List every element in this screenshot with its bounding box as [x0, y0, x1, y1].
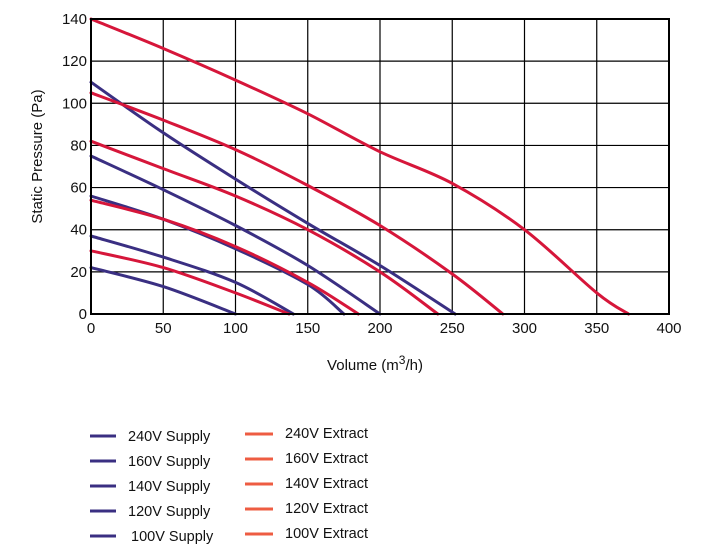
legend-label-extract: 120V Extract	[285, 501, 368, 517]
x-axis-title-prefix: Volume (m	[327, 357, 399, 374]
series-line-140v-extract	[89, 139, 440, 316]
legend-label-supply: 100V Supply	[131, 529, 214, 545]
legend-label-extract: 100V Extract	[285, 526, 368, 542]
series-line-160v-supply	[89, 154, 382, 316]
y-tick-label: 40	[70, 222, 87, 239]
legend-label-extract: 140V Extract	[285, 476, 368, 492]
series-line-120v-extract	[89, 198, 360, 316]
x-axis-title-suffix: /h)	[405, 357, 423, 374]
x-tick-label: 350	[584, 320, 609, 337]
grid	[90, 18, 670, 315]
series-line-140v-supply	[89, 194, 346, 316]
y-tick-labels: 0 20 40 60 80 100 120 140	[62, 11, 87, 323]
legend-label-extract: 160V Extract	[285, 451, 368, 467]
legend-label-supply: 140V Supply	[128, 479, 211, 495]
y-axis-title: Static Pressure (Pa)	[29, 89, 46, 223]
y-tick-label: 60	[70, 180, 87, 197]
series-line-240v-extract	[89, 17, 630, 316]
legend-label-extract: 240V Extract	[285, 426, 368, 442]
x-tick-label: 200	[367, 320, 392, 337]
x-tick-label: 300	[512, 320, 537, 337]
y-tick-label: 80	[70, 137, 87, 154]
series-layer	[89, 17, 630, 316]
series-line-160v-extract	[89, 91, 505, 316]
series-line-100v-supply	[89, 266, 237, 316]
x-axis-title: Volume (m3/h)	[327, 353, 423, 374]
series-line-240v-supply	[89, 80, 457, 316]
x-tick-label: 100	[223, 320, 248, 337]
x-tick-label: 250	[440, 320, 465, 337]
y-tick-label: 0	[79, 306, 87, 323]
series-line-120v-supply	[89, 234, 295, 316]
plot-frame	[90, 18, 670, 315]
x-tick-label: 50	[155, 320, 172, 337]
legend-label-supply: 240V Supply	[128, 429, 211, 445]
y-tick-label: 20	[70, 264, 87, 281]
y-tick-label: 100	[62, 95, 87, 112]
x-tick-label: 400	[656, 320, 681, 337]
legend-label-supply: 120V Supply	[128, 504, 211, 520]
legend-label-supply: 160V Supply	[128, 454, 211, 470]
legend: 240V Supply 160V Supply 140V Supply 120V Su…	[90, 426, 368, 545]
x-tick-label: 0	[87, 320, 95, 337]
x-axis-title-superscript: 3	[399, 353, 406, 367]
x-tick-label: 150	[295, 320, 320, 337]
x-tick-labels: 0 50 100 150 200 250 300 350 400	[87, 320, 682, 337]
y-tick-label: 140	[62, 11, 87, 28]
y-tick-label: 120	[62, 53, 87, 70]
series-line-100v-extract	[89, 249, 291, 316]
